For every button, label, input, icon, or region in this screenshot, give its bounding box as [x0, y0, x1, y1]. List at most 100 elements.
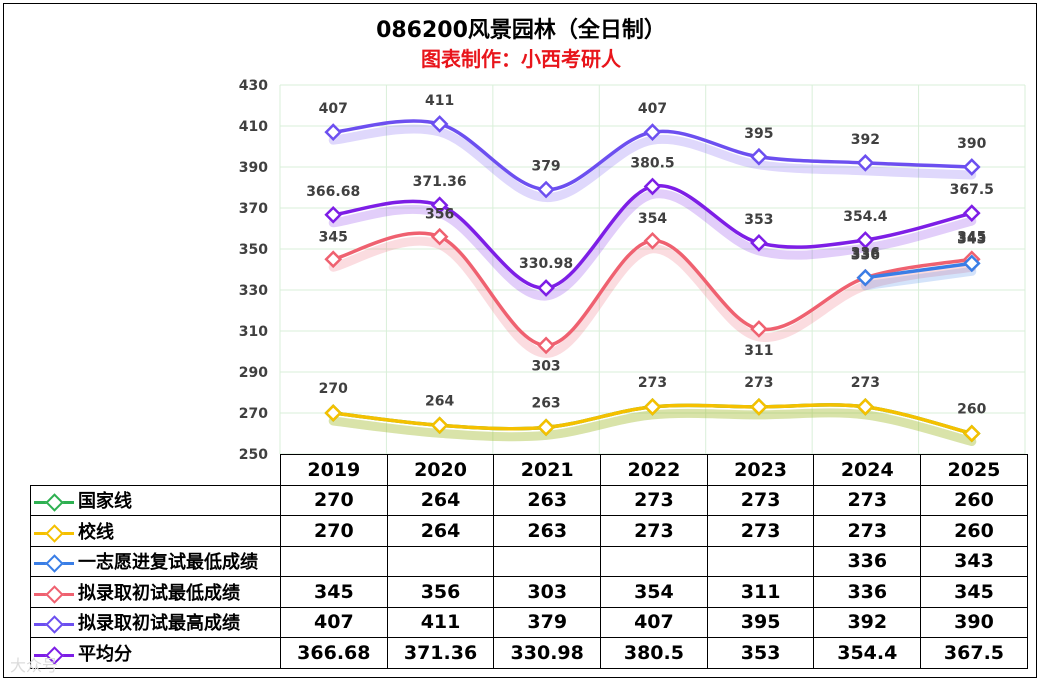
- table-cell: 260: [920, 484, 1028, 516]
- legend-key: [34, 524, 74, 543]
- data-label: 353: [744, 212, 773, 228]
- table-cell: 392: [813, 606, 922, 638]
- table-cell: 263: [493, 515, 602, 547]
- legend-key: [34, 493, 74, 512]
- table-cell: 395: [706, 606, 815, 638]
- table-cell: 407: [280, 606, 388, 638]
- data-point: [537, 279, 555, 297]
- table-cell: 367.5: [920, 637, 1028, 669]
- data-label: 264: [425, 393, 454, 409]
- data-point: [750, 234, 768, 252]
- table-cell: 380.5: [600, 637, 708, 669]
- chart-title: 086200风景园林（全日制）: [376, 18, 666, 43]
- legend-key: [34, 585, 74, 604]
- table-cell: 273: [813, 515, 922, 547]
- data-table: 2019 2020 2021 2022 2023 2024 2025 国家线 270 264 263…: [30, 454, 1028, 669]
- data-label: 311: [744, 343, 773, 359]
- x-tick-label: 2020: [386, 454, 495, 486]
- data-label: 367.5: [950, 182, 994, 198]
- data-point: [537, 180, 555, 199]
- table-cell: [600, 545, 708, 577]
- table-header-row: 2019 2020 2021 2022 2023 2024 2025: [30, 454, 1028, 486]
- table-row: 校线 270 264 263 273 273 273 260: [30, 515, 1028, 547]
- table-cell: 390: [920, 606, 1028, 638]
- data-point: [324, 250, 343, 269]
- series-markers: [324, 115, 981, 443]
- data-labels: 270 264 263 273 273 273 260 345 356 303 354 311 336 3…: [306, 93, 994, 418]
- table-cell: [280, 545, 388, 577]
- table-cell: 264: [386, 515, 495, 547]
- line-shadow: [328, 236, 977, 358]
- legend-label: 校线: [78, 521, 114, 543]
- data-point: [962, 424, 981, 443]
- data-point: [856, 154, 875, 172]
- data-point: [430, 416, 449, 435]
- table-cell: 260: [920, 515, 1028, 547]
- table-row: 国家线 270 264 263 273 273 273 260: [30, 484, 1028, 516]
- data-label: 356: [425, 207, 454, 223]
- table-cell: 330.98: [493, 637, 602, 669]
- y-tick-label: 290: [239, 365, 268, 381]
- data-label: 371.36: [413, 174, 467, 190]
- data-label: 270: [319, 381, 348, 397]
- table-cell: 270: [280, 515, 388, 547]
- data-label: 407: [319, 101, 348, 117]
- data-label: 380.5: [630, 155, 674, 171]
- data-point: [962, 204, 981, 222]
- legend-key: [34, 615, 74, 634]
- data-point: [962, 254, 981, 273]
- y-tick-label: 270: [239, 406, 268, 422]
- chart-subtitle: 图表制作：小西考研人: [421, 47, 621, 71]
- data-point: [750, 320, 768, 338]
- table-cell: 345: [920, 576, 1028, 608]
- table-cell: 407: [600, 606, 708, 638]
- table-cell: 345: [280, 576, 388, 608]
- data-point: [537, 418, 555, 437]
- data-label: 273: [638, 375, 667, 391]
- data-label: 303: [531, 358, 560, 374]
- data-label: 390: [957, 136, 986, 152]
- data-point: [430, 227, 449, 246]
- table-cell: 356: [386, 576, 495, 608]
- data-point: [324, 205, 343, 224]
- table-cell: 273: [813, 484, 922, 516]
- table-row: 拟录取初试最高成绩 407 411 379 407 395 392 390: [30, 606, 1028, 638]
- table-cell: 379: [493, 606, 602, 638]
- legend-entry: 国家线: [30, 484, 281, 516]
- data-label: 336: [851, 248, 880, 264]
- x-tick-label: 2023: [706, 454, 815, 486]
- table-cell: 336: [813, 545, 922, 577]
- data-point: [430, 115, 449, 133]
- data-point: [856, 268, 875, 287]
- data-point: [324, 123, 343, 141]
- table-cell: 366.68: [280, 637, 388, 669]
- legend-label: 国家线: [78, 491, 132, 513]
- data-label: 366.68: [306, 184, 360, 200]
- table-cell: 411: [386, 606, 495, 638]
- table-cell: 273: [600, 484, 708, 516]
- table-cell: 263: [493, 484, 602, 516]
- x-tick-label: 2021: [493, 454, 602, 486]
- data-label: 379: [531, 159, 560, 175]
- data-point: [324, 404, 343, 422]
- data-point: [962, 158, 981, 176]
- legend-entry: 平均分: [30, 637, 281, 669]
- table-cell: 354: [600, 576, 708, 608]
- chart-frame: [3, 3, 1037, 678]
- legend-label: 拟录取初试最高成绩: [78, 613, 240, 635]
- data-label: 343: [957, 231, 986, 247]
- data-label: 260: [957, 402, 986, 418]
- table-cell: 273: [706, 484, 815, 516]
- line-shadow: [328, 408, 977, 446]
- data-label: 336: [851, 246, 880, 262]
- data-point: [750, 398, 768, 416]
- x-tick-label: 2024: [813, 454, 922, 486]
- table-cell: 270: [280, 484, 388, 516]
- data-point: [643, 398, 662, 416]
- data-point: [643, 177, 662, 196]
- data-label: 345: [319, 229, 348, 245]
- y-tick-label: 390: [239, 160, 268, 176]
- table-cell: 353: [706, 637, 815, 669]
- legend-key: [34, 554, 74, 573]
